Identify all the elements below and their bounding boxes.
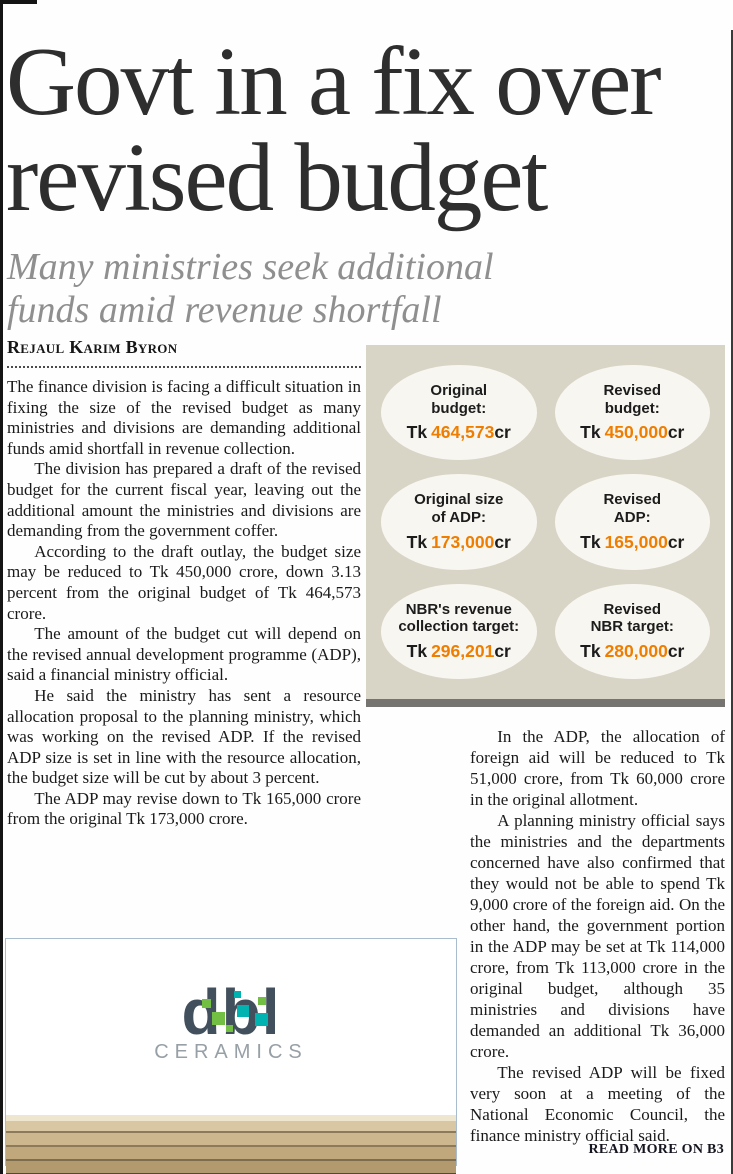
stat-oval-nbr-target: NBR's revenue collection target: Tk 296,2… <box>381 583 537 679</box>
right-column-rule <box>731 30 733 1174</box>
subhead-line1: Many ministries seek additional <box>7 246 494 288</box>
stat-oval-revised-nbr-target: Revised NBR target: Tk 280,000cr <box>554 583 710 679</box>
left-column-rule <box>0 0 3 1174</box>
stat-label: NBR's revenue collection target: <box>398 600 520 636</box>
article-paragraph: He said the ministry has sent a resource… <box>7 685 361 788</box>
ceramic-tiles-photo <box>6 1115 456 1173</box>
stat-label: Revised budget: <box>603 381 662 417</box>
top-crop-mark <box>0 0 37 4</box>
pixel-square-icon <box>202 999 211 1008</box>
stat-label: Revised ADP: <box>603 491 662 526</box>
pixel-square-icon <box>234 991 241 998</box>
article-paragraph: In the ADP, the allocation of foreign ai… <box>470 727 725 809</box>
stat-value: Tk 173,000cr <box>406 531 511 552</box>
pixel-square-icon <box>226 1025 233 1032</box>
pixel-square-icon <box>255 1013 268 1026</box>
article-paragraph: The finance division is facing a difficu… <box>7 377 361 458</box>
stat-label: Revised NBR target: <box>590 600 674 636</box>
brand-logo: dbl CERAMICS <box>6 976 456 1115</box>
stat-oval-revised-budget: Revised budget: Tk 450,000cr <box>554 365 710 461</box>
subhead-line2: funds amid revenue shortfall <box>7 289 442 331</box>
stat-value: Tk 280,000cr <box>580 641 685 662</box>
stat-label: Original size of ADP: <box>414 491 504 526</box>
stat-value: Tk 450,000cr <box>580 422 685 443</box>
article-paragraph: A planning ministry official says the mi… <box>470 811 725 1061</box>
article-paragraph: The amount of the budget cut will depend… <box>7 624 361 685</box>
stat-value: Tk 464,573cr <box>406 422 511 443</box>
headline-line2: revised budget <box>6 124 548 231</box>
article-paragraph: According to the draft outlay, the budge… <box>7 541 361 623</box>
headline: Govt in a fix over revised budget <box>6 28 733 231</box>
headline-line1: Govt in a fix over <box>6 28 662 135</box>
article-paragraph: The ADP may revise down to Tk 165,000 cr… <box>7 788 361 829</box>
byline-divider <box>7 366 361 368</box>
stat-value: Tk 296,201cr <box>406 641 511 662</box>
pixel-square-icon <box>258 997 266 1005</box>
ad-dbl-ceramics: dbl CERAMICS dblceramics.com dblceramics… <box>5 938 457 1174</box>
budget-infographic: Original budget: Tk 464,573cr Revised bud… <box>366 345 725 699</box>
article-left-column: The finance division is facing a difficu… <box>7 377 361 830</box>
brand-subtitle: CERAMICS <box>154 1041 308 1063</box>
read-more-note: READ MORE ON B3 <box>588 1142 724 1157</box>
brand-name: dbl <box>181 976 281 1048</box>
stat-value: Tk 165,000cr <box>580 531 685 552</box>
stat-label: Original budget: <box>430 381 488 417</box>
infographic-shadow-bar <box>366 699 725 707</box>
stat-oval-revised-adp: Revised ADP: Tk 165,000cr <box>554 474 710 570</box>
article-right-column: In the ADP, the allocation of foreign ai… <box>366 726 725 1174</box>
subhead: Many ministries seek additional funds am… <box>7 246 607 332</box>
stat-oval-original-adp: Original size of ADP: Tk 173,000cr <box>381 474 537 570</box>
pixel-square-icon <box>237 1005 249 1017</box>
article-paragraph: The revised ADP will be fixed very soon … <box>470 1063 725 1145</box>
article-paragraph: The division has prepared a draft of the… <box>7 459 361 541</box>
stat-oval-original-budget: Original budget: Tk 464,573cr <box>381 365 537 461</box>
pixel-square-icon <box>212 1012 225 1025</box>
byline: Rejaul Karim Byron <box>7 337 178 357</box>
